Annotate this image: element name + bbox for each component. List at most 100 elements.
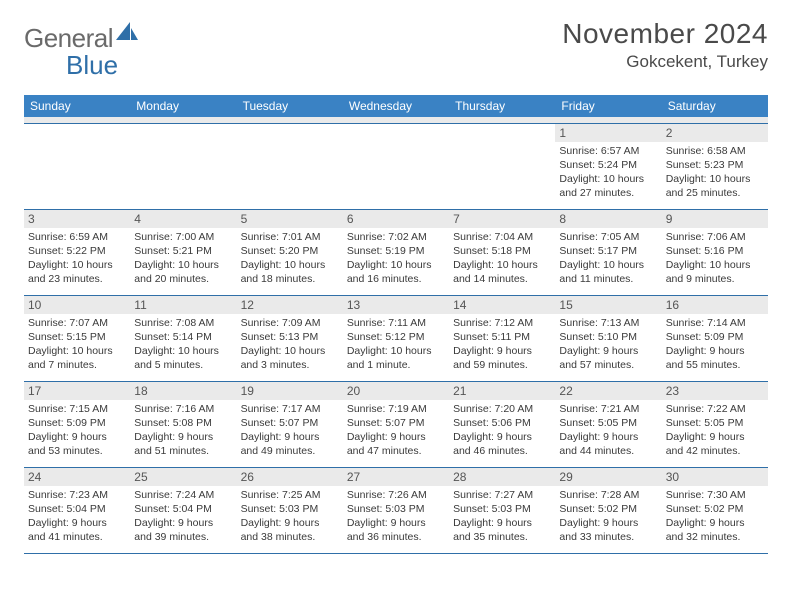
day-line-ss: Sunset: 5:14 PM — [134, 330, 232, 344]
calendar-cell: 17Sunrise: 7:15 AMSunset: 5:09 PMDayligh… — [24, 381, 130, 467]
day-details: Sunrise: 7:00 AMSunset: 5:21 PMDaylight:… — [130, 228, 236, 289]
day-line-ss: Sunset: 5:12 PM — [347, 330, 445, 344]
day-details: Sunrise: 7:09 AMSunset: 5:13 PMDaylight:… — [237, 314, 343, 375]
day-line-d2: and 23 minutes. — [28, 272, 126, 286]
day-details: Sunrise: 6:58 AMSunset: 5:23 PMDaylight:… — [662, 142, 768, 203]
day-line-ss: Sunset: 5:22 PM — [28, 244, 126, 258]
day-line-d1: Daylight: 9 hours — [241, 430, 339, 444]
day-number: 27 — [343, 468, 449, 486]
calendar-cell: 12Sunrise: 7:09 AMSunset: 5:13 PMDayligh… — [237, 295, 343, 381]
day-line-ss: Sunset: 5:04 PM — [134, 502, 232, 516]
day-line-d2: and 39 minutes. — [134, 530, 232, 544]
day-line-d2: and 47 minutes. — [347, 444, 445, 458]
day-number: 8 — [555, 210, 661, 228]
calendar-cell: 30Sunrise: 7:30 AMSunset: 5:02 PMDayligh… — [662, 467, 768, 553]
day-line-ss: Sunset: 5:04 PM — [28, 502, 126, 516]
day-details: Sunrise: 7:13 AMSunset: 5:10 PMDaylight:… — [555, 314, 661, 375]
day-line-d2: and 38 minutes. — [241, 530, 339, 544]
day-details: Sunrise: 7:05 AMSunset: 5:17 PMDaylight:… — [555, 228, 661, 289]
day-line-d1: Daylight: 9 hours — [666, 344, 764, 358]
day-number: 11 — [130, 296, 236, 314]
day-details: Sunrise: 7:01 AMSunset: 5:20 PMDaylight:… — [237, 228, 343, 289]
sail-icon — [116, 18, 138, 49]
day-details: Sunrise: 7:25 AMSunset: 5:03 PMDaylight:… — [237, 486, 343, 547]
calendar-row: 3Sunrise: 6:59 AMSunset: 5:22 PMDaylight… — [24, 209, 768, 295]
day-number: 17 — [24, 382, 130, 400]
day-line-ss: Sunset: 5:18 PM — [453, 244, 551, 258]
day-number: 29 — [555, 468, 661, 486]
day-details: Sunrise: 7:21 AMSunset: 5:05 PMDaylight:… — [555, 400, 661, 461]
day-line-sr: Sunrise: 7:08 AM — [134, 316, 232, 330]
day-line-d2: and 42 minutes. — [666, 444, 764, 458]
day-line-ss: Sunset: 5:03 PM — [241, 502, 339, 516]
day-number: 13 — [343, 296, 449, 314]
calendar-cell: 9Sunrise: 7:06 AMSunset: 5:16 PMDaylight… — [662, 209, 768, 295]
day-line-sr: Sunrise: 7:09 AM — [241, 316, 339, 330]
calendar-cell: 2Sunrise: 6:58 AMSunset: 5:23 PMDaylight… — [662, 123, 768, 209]
day-details: Sunrise: 7:19 AMSunset: 5:07 PMDaylight:… — [343, 400, 449, 461]
calendar-cell: 3Sunrise: 6:59 AMSunset: 5:22 PMDaylight… — [24, 209, 130, 295]
day-line-ss: Sunset: 5:10 PM — [559, 330, 657, 344]
day-line-d2: and 7 minutes. — [28, 358, 126, 372]
day-line-sr: Sunrise: 7:13 AM — [559, 316, 657, 330]
day-line-d1: Daylight: 10 hours — [241, 258, 339, 272]
calendar-cell: 29Sunrise: 7:28 AMSunset: 5:02 PMDayligh… — [555, 467, 661, 553]
day-line-sr: Sunrise: 7:30 AM — [666, 488, 764, 502]
day-details: Sunrise: 7:22 AMSunset: 5:05 PMDaylight:… — [662, 400, 768, 461]
day-number: 28 — [449, 468, 555, 486]
day-line-d1: Daylight: 9 hours — [666, 430, 764, 444]
day-line-d2: and 27 minutes. — [559, 186, 657, 200]
day-details: Sunrise: 6:59 AMSunset: 5:22 PMDaylight:… — [24, 228, 130, 289]
day-details: Sunrise: 7:17 AMSunset: 5:07 PMDaylight:… — [237, 400, 343, 461]
weekday-header: Friday — [555, 95, 661, 117]
day-line-d2: and 3 minutes. — [241, 358, 339, 372]
calendar-cell: 11Sunrise: 7:08 AMSunset: 5:14 PMDayligh… — [130, 295, 236, 381]
day-details: Sunrise: 7:30 AMSunset: 5:02 PMDaylight:… — [662, 486, 768, 547]
day-line-d2: and 55 minutes. — [666, 358, 764, 372]
calendar-cell: 14Sunrise: 7:12 AMSunset: 5:11 PMDayligh… — [449, 295, 555, 381]
day-line-d2: and 33 minutes. — [559, 530, 657, 544]
calendar-cell: 1Sunrise: 6:57 AMSunset: 5:24 PMDaylight… — [555, 123, 661, 209]
day-line-sr: Sunrise: 7:28 AM — [559, 488, 657, 502]
day-details: Sunrise: 7:14 AMSunset: 5:09 PMDaylight:… — [662, 314, 768, 375]
day-line-ss: Sunset: 5:05 PM — [559, 416, 657, 430]
day-line-d2: and 1 minute. — [347, 358, 445, 372]
day-line-sr: Sunrise: 7:23 AM — [28, 488, 126, 502]
calendar-table: SundayMondayTuesdayWednesdayThursdayFrid… — [24, 95, 768, 554]
day-line-sr: Sunrise: 7:24 AM — [134, 488, 232, 502]
day-line-ss: Sunset: 5:09 PM — [28, 416, 126, 430]
weekday-header: Saturday — [662, 95, 768, 117]
day-line-ss: Sunset: 5:21 PM — [134, 244, 232, 258]
day-line-sr: Sunrise: 7:27 AM — [453, 488, 551, 502]
day-line-ss: Sunset: 5:03 PM — [453, 502, 551, 516]
calendar-cell — [130, 123, 236, 209]
day-number: 18 — [130, 382, 236, 400]
day-details: Sunrise: 7:04 AMSunset: 5:18 PMDaylight:… — [449, 228, 555, 289]
location: Gokcekent, Turkey — [562, 52, 768, 72]
day-line-sr: Sunrise: 7:11 AM — [347, 316, 445, 330]
day-details: Sunrise: 7:11 AMSunset: 5:12 PMDaylight:… — [343, 314, 449, 375]
day-number: 12 — [237, 296, 343, 314]
day-details: Sunrise: 7:16 AMSunset: 5:08 PMDaylight:… — [130, 400, 236, 461]
calendar-body: 1Sunrise: 6:57 AMSunset: 5:24 PMDaylight… — [24, 117, 768, 553]
calendar-cell — [343, 123, 449, 209]
day-line-ss: Sunset: 5:08 PM — [134, 416, 232, 430]
day-line-d1: Daylight: 10 hours — [347, 258, 445, 272]
day-line-ss: Sunset: 5:23 PM — [666, 158, 764, 172]
day-line-ss: Sunset: 5:13 PM — [241, 330, 339, 344]
day-details: Sunrise: 7:02 AMSunset: 5:19 PMDaylight:… — [343, 228, 449, 289]
calendar-head: SundayMondayTuesdayWednesdayThursdayFrid… — [24, 95, 768, 117]
day-line-sr: Sunrise: 7:22 AM — [666, 402, 764, 416]
day-line-d1: Daylight: 9 hours — [559, 430, 657, 444]
day-line-d1: Daylight: 9 hours — [559, 344, 657, 358]
month-title: November 2024 — [562, 18, 768, 50]
calendar-cell: 13Sunrise: 7:11 AMSunset: 5:12 PMDayligh… — [343, 295, 449, 381]
day-number: 23 — [662, 382, 768, 400]
day-number: 15 — [555, 296, 661, 314]
calendar-cell: 23Sunrise: 7:22 AMSunset: 5:05 PMDayligh… — [662, 381, 768, 467]
logo-text-blue: Blue — [66, 50, 118, 80]
calendar-page: General November 2024 Gokcekent, Turkey … — [0, 0, 792, 554]
day-number: 19 — [237, 382, 343, 400]
calendar-cell: 18Sunrise: 7:16 AMSunset: 5:08 PMDayligh… — [130, 381, 236, 467]
calendar-cell: 21Sunrise: 7:20 AMSunset: 5:06 PMDayligh… — [449, 381, 555, 467]
